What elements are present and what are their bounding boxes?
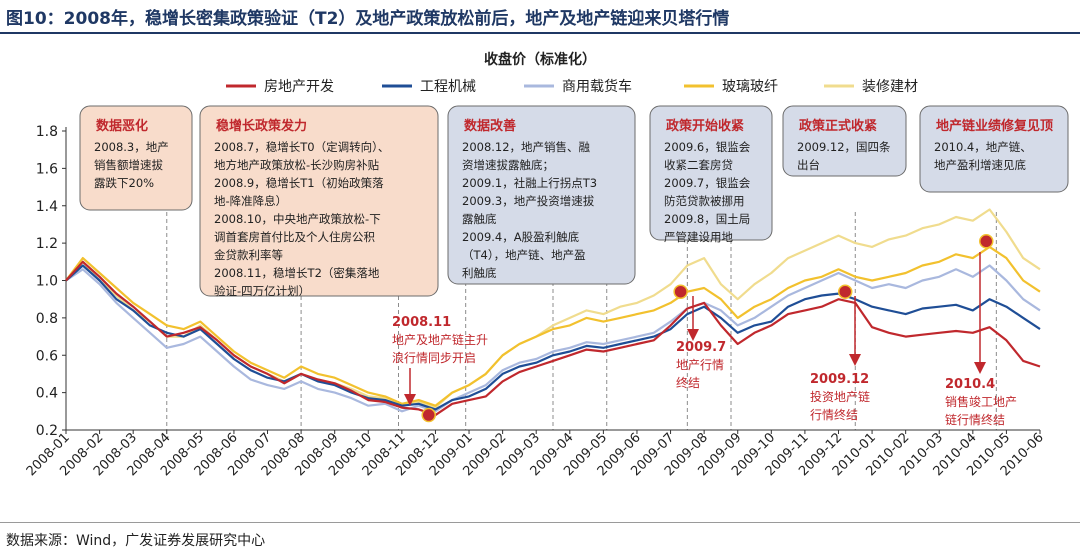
callout-line: 验证-四万亿计划） <box>214 284 310 298</box>
source-note: 数据来源：Wind，广发证券发展研究中心 <box>6 533 266 549</box>
series-line <box>65 264 1041 413</box>
footer-divider <box>0 522 1080 523</box>
callout-line: 露触底 <box>462 212 497 226</box>
callout-line: 2009.8，国土局 <box>664 212 750 226</box>
callout-line: 2009.12，国四条 <box>797 140 891 154</box>
y-tick-label: 0.8 <box>36 311 58 327</box>
event-marker <box>421 407 436 423</box>
legend-label: 玻璃玻纤 <box>722 78 778 95</box>
callout-line: 收紧二套房贷 <box>664 158 733 172</box>
callout-line: 2009.4，A股盈利触底 <box>462 230 580 244</box>
series-lines <box>65 208 1041 417</box>
event-label: 终结 <box>676 375 700 390</box>
callout-line: 2009.7，银监会 <box>664 176 751 190</box>
event-marker <box>673 284 688 299</box>
figure-title: 图10：2008年，稳增长密集政策验证（T2）及地产政策放松前后，地产及地产链迎… <box>6 9 730 29</box>
event-label: 投资地产链 <box>810 389 870 404</box>
series-line <box>65 260 1041 417</box>
y-tick-label: 0.2 <box>36 423 58 439</box>
event-marker <box>837 284 853 299</box>
y-tick-label: 1.6 <box>36 161 58 177</box>
callout-line: 严管建设用地 <box>664 230 733 244</box>
y-tick-label: 1.8 <box>36 124 58 140</box>
callout-box <box>649 105 773 241</box>
callout-line: 利触底 <box>462 266 497 280</box>
callout-line: 2008.7，稳增长T0（定调转向）、 <box>214 140 389 154</box>
event-label: 链行情终结 <box>945 412 1005 427</box>
callout-title: 政策正式收紧 <box>799 118 877 134</box>
callout-line: 2009.1，社融上行拐点T3 <box>462 176 597 190</box>
callout-line: 露跌下20% <box>94 176 154 190</box>
callout-line: 地产盈利增速见底 <box>934 158 1026 172</box>
callout-box <box>447 105 636 285</box>
legend: 房地产开发 工程机械 商用载货车 玻璃玻纤 装修建材 <box>226 78 918 95</box>
callout-line: 资增速拔露触底； <box>462 158 554 172</box>
callout-line: 金贷款利率等 <box>214 248 283 262</box>
callout-title: 数据改善 <box>464 118 516 134</box>
series-line <box>65 264 1041 411</box>
callout-box <box>199 105 439 297</box>
title-divider <box>0 32 1080 34</box>
legend-label: 商用载货车 <box>562 78 632 95</box>
callout-line: 2010.4，地产链、 <box>934 140 1032 154</box>
event-label: 浪行情同步开启 <box>392 350 476 365</box>
callout-title: 稳增长政策发力 <box>216 118 307 134</box>
series-line <box>65 245 1041 407</box>
legend-label: 装修建材 <box>862 79 918 95</box>
callout-line: 调首套房首付比及个人住房公积 <box>214 230 375 244</box>
event-label: 行情终结 <box>810 407 858 422</box>
callout-line: 销售额增速拔 <box>94 158 163 172</box>
callout-line: 地-降准降息） <box>214 194 287 208</box>
callout-line: 2009.3，地产投资增速拔 <box>462 194 595 208</box>
callout-line: （T4），地产链、地产盈 <box>462 248 586 262</box>
event-label: 地产行情 <box>676 358 724 372</box>
chart-title: 收盘价（标准化） <box>484 51 596 68</box>
y-tick-label: 1.0 <box>36 274 58 290</box>
event-label: 销售竣工地产 <box>945 394 1017 409</box>
callout-line: 2008.10，中央地产政策放松-下 <box>214 212 381 226</box>
callout-title: 数据恶化 <box>96 118 148 134</box>
event-label: 2009.7 <box>676 340 726 355</box>
callout-line: 防范贷款被挪用 <box>664 194 745 208</box>
event-label: 2009.12 <box>810 372 869 387</box>
callout-box <box>79 105 193 211</box>
callout-line: 2008.12，地产销售、融 <box>462 140 591 154</box>
callout-line: 2008.3，地产 <box>94 140 169 154</box>
y-tick-label: 0.6 <box>36 348 58 364</box>
legend-label: 房地产开发 <box>264 79 334 95</box>
callout-line: 2008.11，稳增长T2（密集落地 <box>214 266 380 280</box>
legend-label: 工程机械 <box>420 79 476 95</box>
callout-line: 2009.6，银监会 <box>664 140 751 154</box>
callout-box <box>782 105 907 177</box>
callout-title: 地产链业绩修复见顶 <box>936 118 1053 134</box>
event-label: 地产及地产链主升 <box>392 332 488 347</box>
callout-title: 政策开始收紧 <box>666 118 744 134</box>
callout-line: 2008.9，稳增长T1（初始政策落 <box>214 176 384 190</box>
y-tick-label: 0.4 <box>36 386 58 402</box>
callout-box <box>919 105 1069 193</box>
event-label: 2008.11 <box>392 315 451 330</box>
event-label: 2010.4 <box>945 377 995 392</box>
callout-line: 出台 <box>797 158 820 172</box>
callout-line: 地方地产政策放松-长沙购房补贴 <box>214 158 380 172</box>
y-tick-label: 1.4 <box>36 199 58 215</box>
event-marker <box>979 234 994 249</box>
y-tick-label: 1.2 <box>36 236 58 252</box>
